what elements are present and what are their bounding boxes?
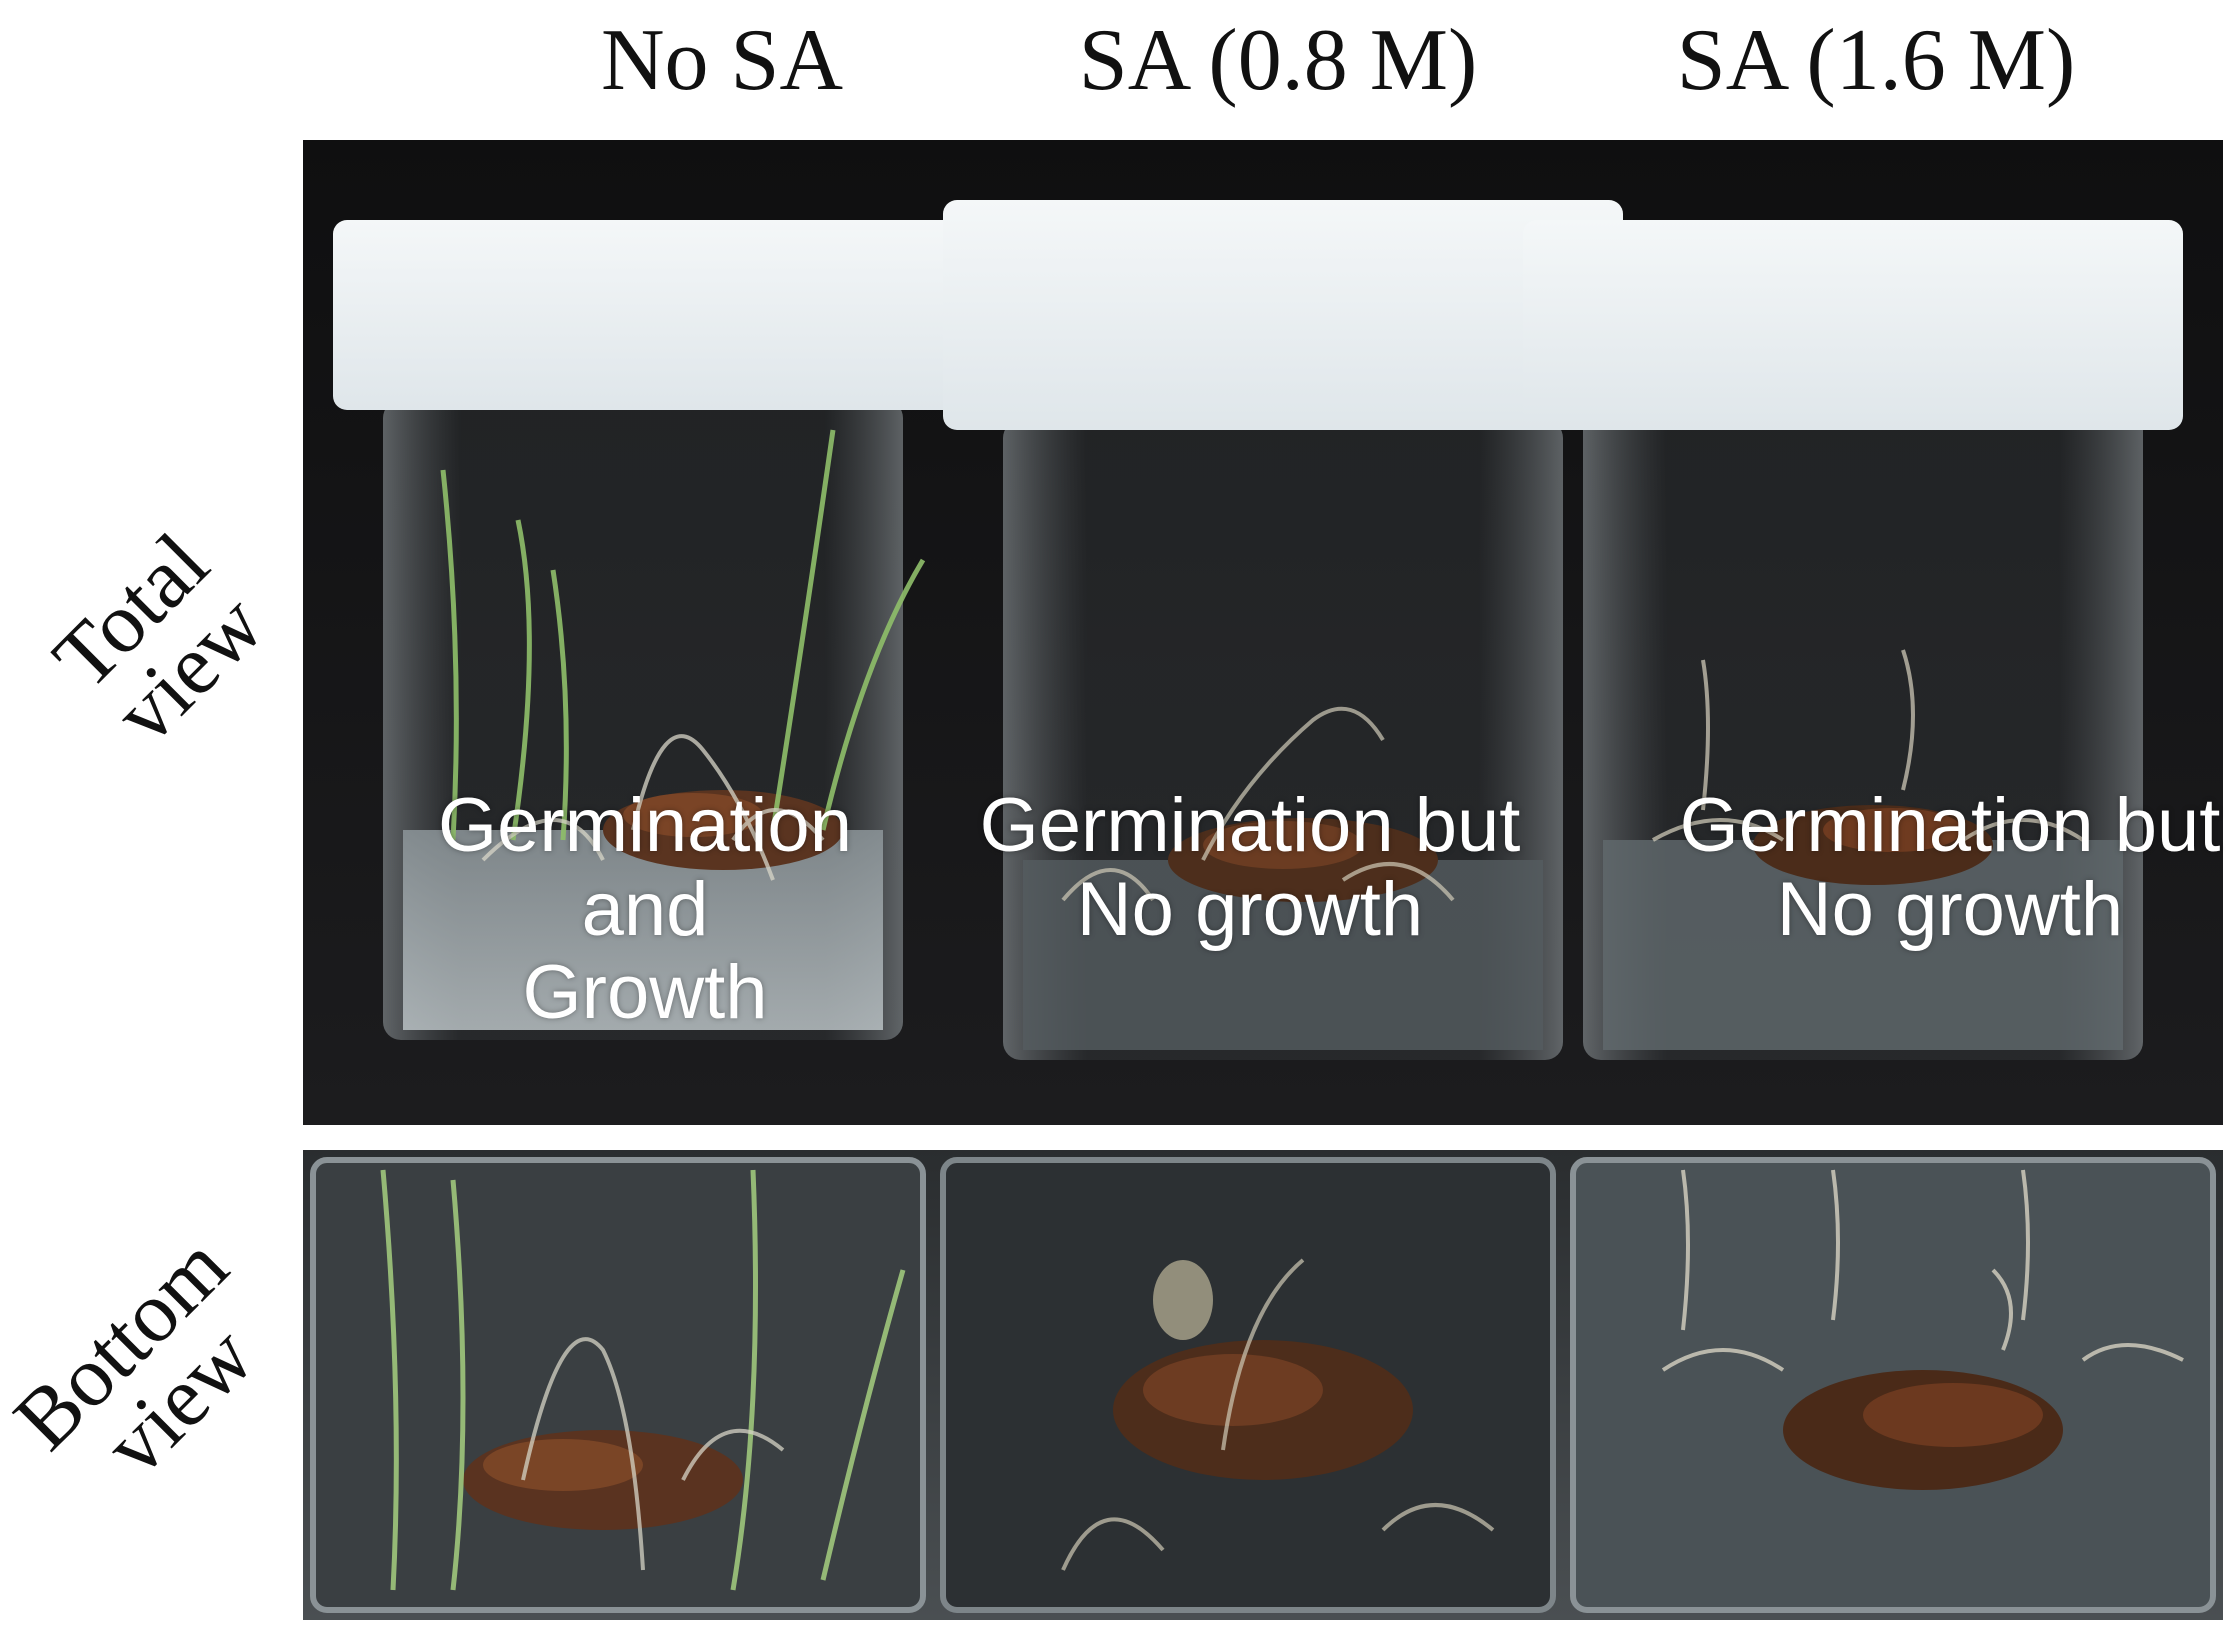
caption-sa-0-8m: Germination but No growth [979, 783, 1521, 952]
column-label-no-sa: No SA [600, 12, 844, 109]
row-label-total-view: Total view [34, 514, 282, 762]
jar-3-lid [1523, 220, 2183, 430]
caption-sa-1-6m: Germination but No growth [1679, 783, 2221, 952]
jar-1-lid [333, 220, 993, 410]
caption-no-sa: Germination and Growth [438, 783, 852, 1036]
total-view-photo [303, 140, 2223, 1125]
row-label-bottom-view: Bottom view [0, 1217, 272, 1494]
jar-2-lid [943, 200, 1623, 430]
column-label-sa-1-6m: SA (1.6 M) [1676, 12, 2076, 109]
bottom-view-photo [303, 1150, 2223, 1620]
column-label-sa-0-8m: SA (0.8 M) [1078, 12, 1478, 109]
